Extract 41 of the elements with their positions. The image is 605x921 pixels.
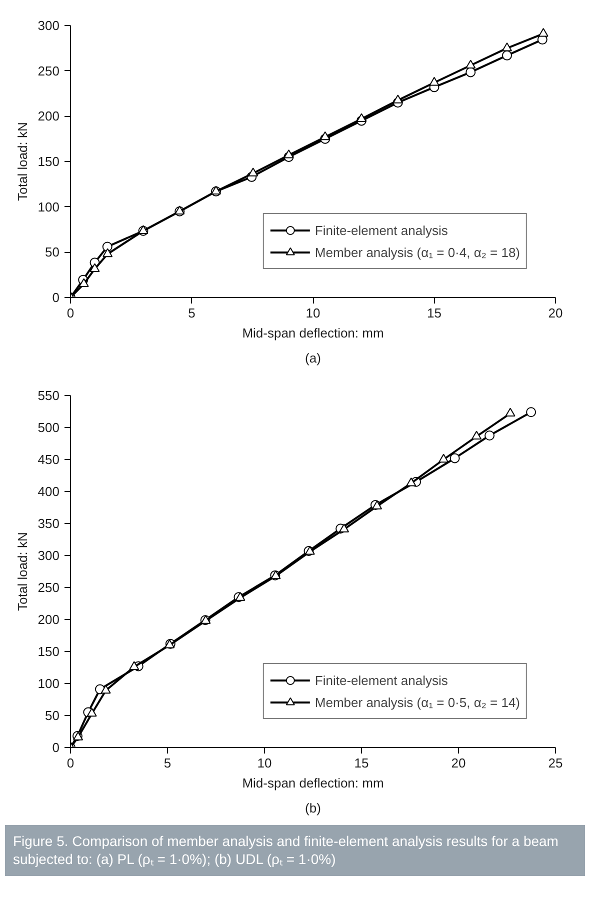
legend-label: Finite-element analysis: [314, 222, 448, 238]
x-tick-label: 0: [66, 756, 74, 770]
text: (a): [305, 350, 321, 366]
y-tick-label: 300: [38, 548, 60, 563]
y-tick-label: 50: [45, 244, 60, 260]
y-tick-label: 0: [52, 740, 60, 755]
y-tick-label: 250: [38, 63, 60, 78]
x-tick-label: 15: [427, 306, 442, 320]
x-axis-title: Mid-span deflection: mm: [242, 776, 384, 790]
x-tick-label: 10: [257, 756, 272, 770]
y-tick-label: 200: [38, 612, 60, 627]
x-tick-label: 20: [451, 756, 466, 770]
y-tick-label: 150: [38, 154, 60, 169]
caption: Figure 5. Comparison of member analysis and finite-element analysis results for a beam subjected to: (a) PL (ρₜ = 1·0%); (b) UDL (ρₜ = 1·0%): [13, 833, 560, 868]
legend-label: Member analysis (α₁ = 0·5, α₂ = 14): [314, 694, 520, 710]
y-tick-label: 0: [52, 290, 60, 305]
y-tick-label: 200: [38, 108, 60, 124]
y-tick-label: 400: [38, 484, 60, 499]
x-tick-label: 25: [548, 756, 563, 770]
x-axis-title: Mid-span deflection: mm: [242, 326, 384, 340]
x-tick-label: 10: [306, 306, 320, 320]
x-tick-label: 0: [66, 306, 74, 320]
y-tick-label: 300: [38, 18, 60, 33]
y-tick-label: 100: [38, 199, 60, 214]
legend-label: Member analysis (α₁ = 0·4, α₂ = 18): [314, 244, 520, 260]
x-tick-label: 5: [164, 756, 172, 770]
y-tick-label: 500: [38, 420, 60, 435]
y-tick-label: 100: [38, 676, 60, 691]
x-tick-label: 5: [188, 306, 196, 320]
legend-label: Finite-element analysis: [314, 672, 448, 688]
y-tick-label: 350: [38, 516, 60, 531]
y-tick-label: 250: [38, 580, 60, 595]
y-tick-label: 150: [38, 644, 60, 659]
y-axis-title: Total load: kN: [14, 122, 30, 201]
x-tick-label: 20: [548, 306, 563, 320]
y-tick-label: 450: [38, 452, 60, 467]
text: (b): [305, 800, 321, 816]
y-axis-title: Total load: kN: [14, 532, 30, 611]
x-tick-label: 15: [354, 756, 369, 770]
y-tick-label: 550: [38, 388, 60, 403]
y-tick-label: 50: [45, 708, 60, 723]
